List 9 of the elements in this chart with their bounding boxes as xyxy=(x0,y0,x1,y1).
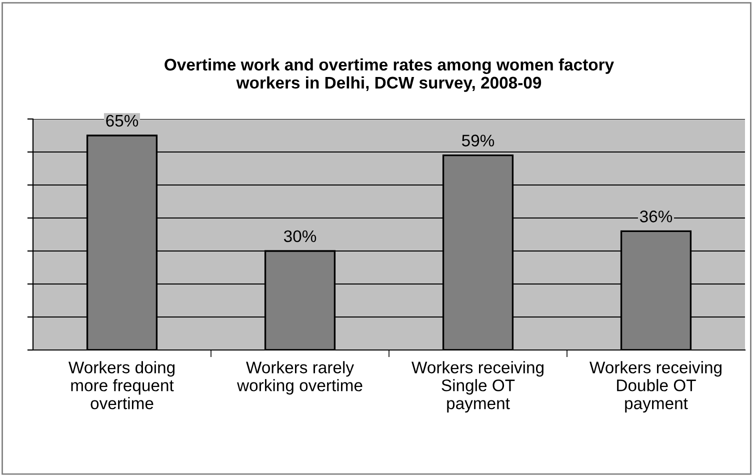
data-label: 36% xyxy=(640,210,672,222)
x-tick-label: Workers rarely working overtime xyxy=(236,361,362,395)
x-tick-label: Workers receiving Double OT payment xyxy=(590,361,722,413)
x-tick-label: Workers doing more frequent overtime xyxy=(68,361,175,410)
x-tick-label: Workers receiving Single OT payment xyxy=(412,361,544,413)
data-label: 59% xyxy=(462,134,494,146)
data-label: 30% xyxy=(284,230,316,242)
chart-title: Overtime work and overtime rates among women factory workers in Delhi, DCW survey, 2008-09 xyxy=(164,58,614,92)
data-label: 65% xyxy=(106,114,138,127)
